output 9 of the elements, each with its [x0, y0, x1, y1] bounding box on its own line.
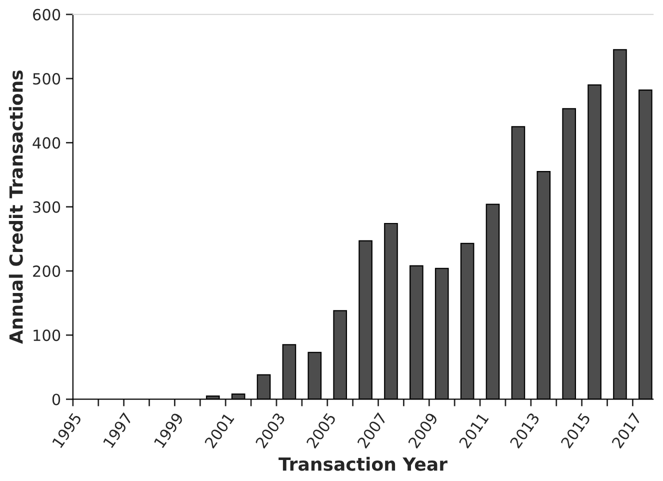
x-axis-title: Transaction Year	[278, 456, 448, 471]
y-tick-label: 400	[32, 137, 60, 149]
y-axis-title: Annual Credit Transactions	[8, 70, 23, 344]
y-tick-label: 600	[33, 8, 60, 20]
y-tick-label: 500	[33, 73, 60, 85]
y-tick-label: 300	[33, 201, 60, 213]
y-tick-label: 0	[52, 394, 60, 406]
y-tick-label: 200	[33, 265, 60, 277]
y-tick-label: 100	[34, 330, 60, 342]
